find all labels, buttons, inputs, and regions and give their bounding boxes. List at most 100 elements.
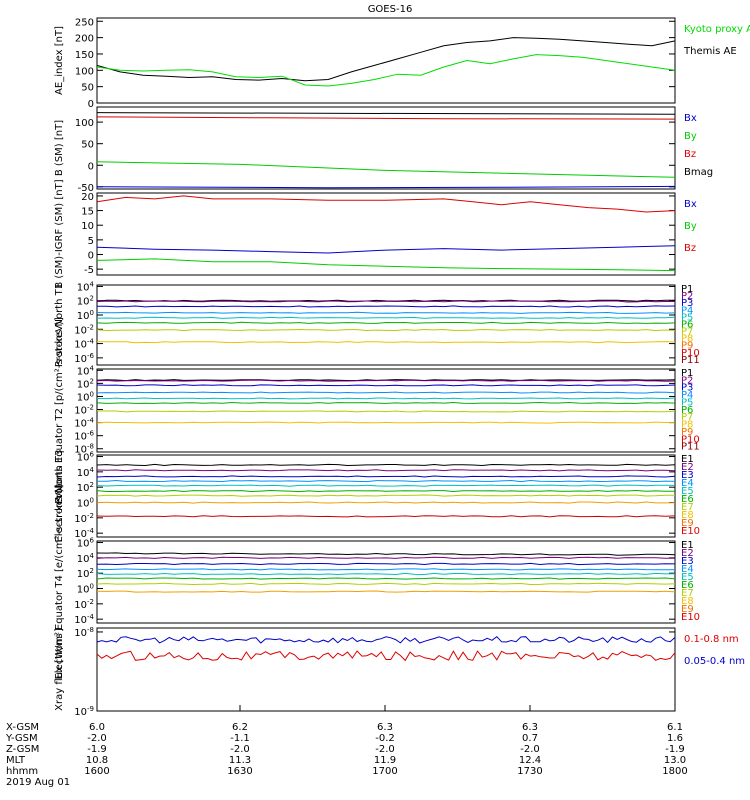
footer-cell: 1600: [84, 766, 109, 777]
series-line-bz: [96, 116, 676, 120]
panel-frame: [96, 627, 676, 712]
y-tick-label: 150: [75, 50, 94, 61]
legend-entry: E2: [681, 462, 694, 473]
series-line-themis-ae: [96, 37, 676, 82]
series-line-e1: [96, 552, 676, 556]
panel-frame: [96, 284, 676, 366]
footer-cell: -2.0: [520, 744, 540, 755]
y-tick-label: 10-4: [74, 338, 94, 351]
y-axis-label: Protons North T1: [54, 283, 65, 367]
legend-entry: 0.05-0.4 nm: [684, 656, 745, 667]
legend-entry: E7: [681, 502, 694, 513]
series-line-0-05-0-4-nm: [96, 636, 676, 644]
footer-cell: -1.9: [665, 744, 685, 755]
series-line-bx: [96, 185, 676, 189]
legend-entry: Bmag: [684, 167, 713, 178]
y-tick-label: 100: [77, 309, 94, 322]
series-line-e6: [96, 489, 676, 493]
legend-entry: P11: [681, 442, 700, 453]
legend-entry: Themis AE: [683, 46, 737, 57]
y-tick-label: -50: [78, 183, 94, 194]
y-tick-label: 10-6: [74, 352, 94, 365]
series-line-e2: [96, 556, 676, 559]
footer-cell: -1.9: [87, 744, 107, 755]
legend-entry: By: [684, 221, 697, 232]
footer-cell: 13.0: [664, 755, 686, 766]
series-line-e5: [96, 572, 676, 576]
plot-title: GOES-16: [368, 4, 413, 15]
y-tick-label: 10: [81, 221, 94, 232]
legend-entry: E8: [681, 596, 694, 607]
legend-entry: Bz: [684, 149, 696, 160]
legend-entry: E4: [681, 564, 694, 575]
legend-entry: P7: [681, 327, 693, 338]
legend-entry: E4: [681, 478, 694, 489]
series-line-e4: [97, 479, 676, 483]
y-tick-label: 10-9: [74, 705, 94, 718]
footer-cell: -2.0: [375, 744, 395, 755]
y-tick-label: 10-2: [74, 598, 94, 611]
series-line-e1: [96, 463, 676, 467]
y-tick-label: 10-2: [74, 404, 94, 417]
series-line-e9: [96, 515, 676, 518]
y-tick-label: 104: [77, 466, 95, 479]
series-line-p8: [96, 341, 676, 344]
legend-entry: P2: [681, 291, 693, 302]
legend-entry: P1: [681, 368, 693, 379]
series-line-e6: [96, 577, 676, 580]
y-tick-label: 102: [77, 567, 94, 580]
y-tick-label: 100: [75, 66, 94, 77]
legend-entry: P9: [681, 341, 693, 352]
footer-cell: 1730: [517, 766, 542, 777]
y-tick-label: 100: [77, 583, 94, 596]
series-line-p7: [96, 328, 676, 332]
legend-entry: P3: [681, 298, 693, 309]
series-line-e8: [96, 590, 676, 593]
legend-entry: Bx: [684, 113, 697, 124]
panel-frame: [96, 106, 676, 190]
y-tick-label: -5: [84, 265, 94, 276]
legend-entry: E9: [681, 518, 694, 529]
footer-row-label: 2019 Aug 01: [6, 777, 70, 788]
footer-cell: 6.3: [522, 722, 538, 733]
series-line-p2: [96, 379, 676, 382]
legend-entry: P1: [681, 284, 693, 295]
legend-entry: P10: [681, 348, 700, 359]
series-line-p3: [97, 305, 676, 308]
series-line-bz: [96, 195, 676, 213]
legend-entry: E5: [681, 572, 694, 583]
legend-entry: E2: [681, 548, 694, 559]
y-tick-label: 50: [81, 140, 94, 151]
y-tick-label: 10-2: [74, 512, 94, 525]
y-tick-label: 0: [88, 161, 94, 172]
footer-row-label: X-GSM: [6, 722, 39, 733]
legend-entry: P11: [681, 355, 700, 366]
legend-entry: P8: [681, 420, 693, 431]
footer-cell: 6.0: [89, 722, 105, 733]
series-line-p6: [96, 321, 676, 324]
legend-entry: E3: [681, 470, 694, 481]
series-line-by: [96, 161, 676, 178]
legend-entry: E9: [681, 604, 694, 615]
footer-cell: 1630: [227, 766, 252, 777]
footer-row-label: hhmm: [6, 766, 38, 777]
panel-7: 106 104 102 100 10-2 10-4 Electrons Equator T4…: [54, 484, 700, 679]
y-tick-label: 102: [77, 377, 94, 390]
legend-entry: P5: [681, 397, 693, 408]
legend-entry: 0.1-0.8 nm: [684, 634, 739, 645]
legend-entry: Bz: [684, 243, 696, 254]
series-line-e8: [96, 501, 676, 504]
y-tick-label: 200: [75, 34, 94, 45]
y-tick-label: 5: [88, 236, 94, 247]
legend-entry: E6: [681, 494, 694, 505]
y-tick-label: 0: [88, 251, 94, 262]
y-tick-label: 104: [77, 364, 95, 377]
series-line-p4: [96, 311, 676, 314]
y-tick-label: 15: [81, 207, 94, 218]
legend-entry: P10: [681, 434, 700, 445]
series-line-by: [96, 258, 676, 272]
series-line-p5: [96, 316, 676, 319]
